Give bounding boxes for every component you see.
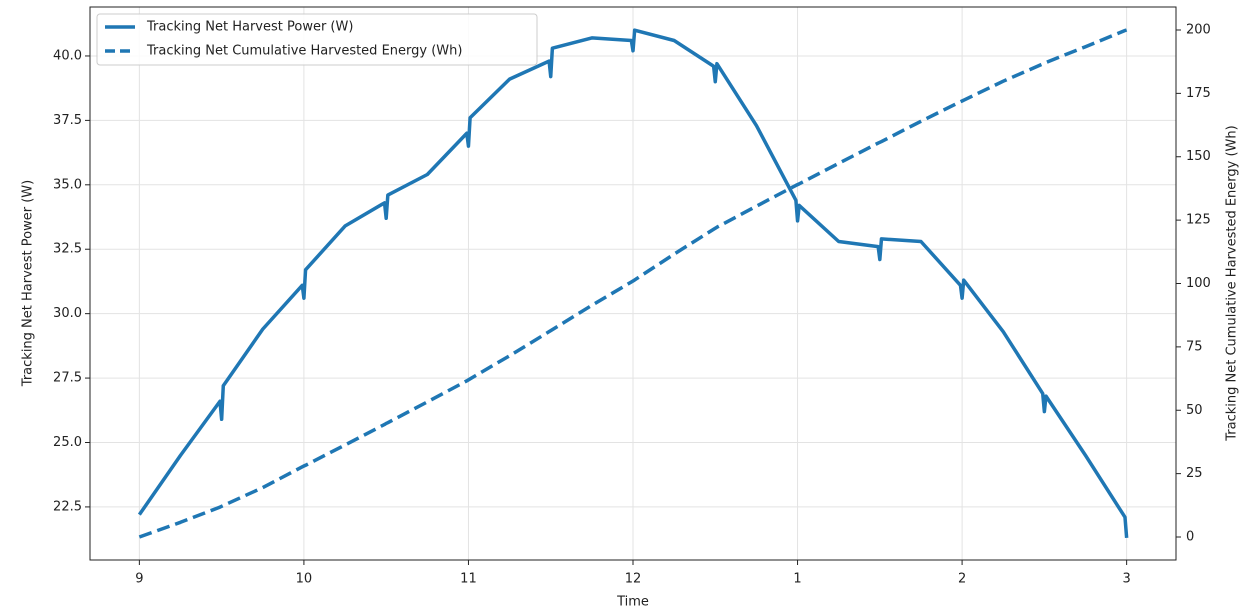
- y2-tick-label: 200: [1186, 22, 1211, 37]
- x-axis-label: Time: [616, 595, 649, 610]
- x-tick-label: 9: [135, 572, 143, 587]
- legend-label: Tracking Net Cumulative Harvested Energy…: [146, 44, 462, 59]
- series-line: [138, 28, 1128, 539]
- x-tick-label: 2: [958, 572, 966, 587]
- y-tick-label: 22.5: [53, 499, 82, 514]
- y-tick-label: 40.0: [53, 48, 82, 63]
- legend-label: Tracking Net Harvest Power (W): [146, 20, 353, 35]
- x-tick-label: 11: [460, 572, 477, 587]
- y2-tick-label: 150: [1186, 149, 1211, 164]
- y2-tick-label: 125: [1186, 213, 1211, 228]
- y-tick-label: 35.0: [53, 177, 82, 192]
- y-axis-label: Tracking Net Harvest Power (W): [21, 180, 36, 387]
- y2-tick-label: 50: [1186, 403, 1203, 418]
- x-tick-label: 12: [625, 572, 642, 587]
- x-tick-label: 1: [793, 572, 801, 587]
- x-tick-label: 3: [1122, 572, 1130, 587]
- y-tick-label: 32.5: [53, 242, 82, 257]
- y2-tick-label: 25: [1186, 466, 1203, 481]
- y2-tick-label: 75: [1186, 339, 1203, 354]
- y-tick-label: 37.5: [53, 113, 82, 128]
- y2-tick-label: 175: [1186, 86, 1211, 101]
- series-line: [137, 28, 1129, 538]
- y-tick-label: 25.0: [53, 435, 82, 450]
- y2-tick-label: 100: [1186, 276, 1211, 291]
- y-tick-label: 30.0: [53, 306, 82, 321]
- legend: Tracking Net Harvest Power (W) Tracking N…: [96, 13, 538, 66]
- plot-frame: [89, 6, 1177, 561]
- legend-box: [96, 13, 538, 66]
- x-tick-label: 10: [296, 572, 313, 587]
- y2-tick-label: 0: [1186, 530, 1194, 545]
- y-tick-label: 27.5: [53, 371, 82, 386]
- y2-axis-label: Tracking Net Cumulative Harvested Energy…: [1225, 125, 1240, 441]
- grid: [90, 7, 1176, 560]
